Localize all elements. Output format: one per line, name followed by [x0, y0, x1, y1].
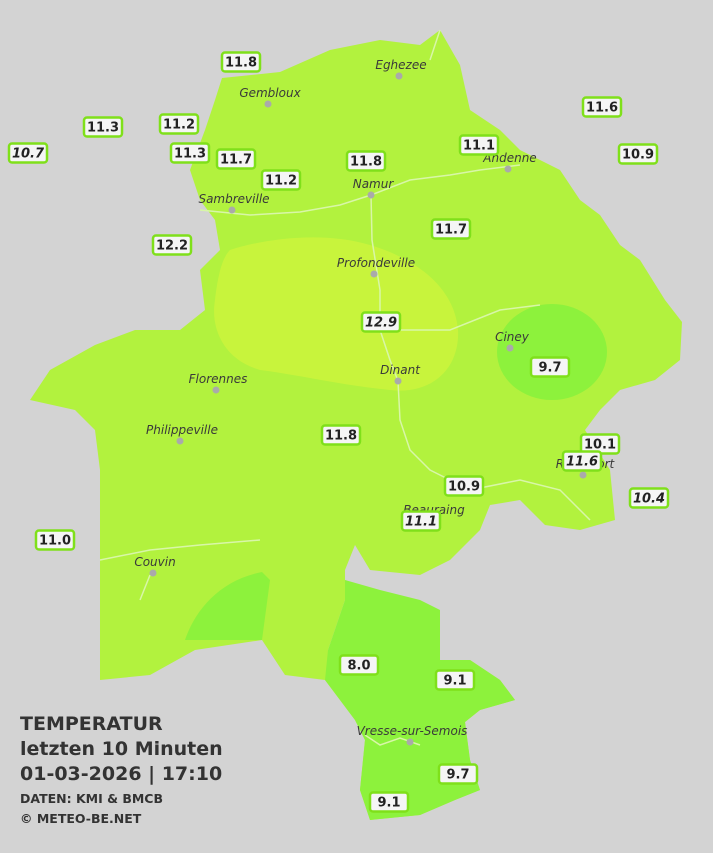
- city-label: Sambreville: [198, 192, 269, 206]
- city-dot: [149, 569, 157, 577]
- station-badge: [220, 51, 262, 73]
- station-badge: [82, 116, 124, 138]
- city-dot: [370, 270, 378, 278]
- station-value: 11.0: [39, 534, 71, 549]
- station-value: 11.2: [265, 174, 297, 189]
- city-label: Philippeville: [146, 423, 218, 437]
- station-badge: [151, 234, 193, 256]
- city-dot: [264, 100, 272, 108]
- station-value: 9.7: [446, 768, 469, 783]
- station-value: 10.9: [448, 480, 480, 495]
- city-label: Gembloux: [239, 86, 301, 100]
- station-badge: [458, 134, 500, 156]
- station-value: 10.7: [12, 147, 45, 162]
- station-badge: [628, 487, 670, 509]
- station-value: 9.1: [443, 674, 466, 689]
- station-value: 11.1: [405, 515, 437, 530]
- station-badge: [561, 450, 603, 472]
- warm-zone: [214, 237, 459, 391]
- station-badge: [400, 510, 442, 532]
- header-subtitle: letzten 10 Minuten: [20, 738, 223, 760]
- station-value: 12.2: [156, 239, 188, 254]
- station-badge: [169, 142, 211, 164]
- station-value: 12.9: [365, 316, 397, 331]
- station-badge: [7, 142, 49, 164]
- station-value: 8.0: [347, 659, 370, 674]
- city-dot: [212, 386, 220, 394]
- station-badge: [581, 96, 623, 118]
- station-value: 11.7: [220, 153, 252, 168]
- header-title: TEMPERATUR: [20, 713, 163, 735]
- city-dot: [506, 344, 514, 352]
- station-badge: [360, 311, 402, 333]
- station-badge: [368, 791, 410, 813]
- station-badge: [158, 113, 200, 135]
- station-value: 11.7: [435, 223, 467, 238]
- cool-zone: [325, 580, 515, 820]
- station-value: 11.6: [566, 455, 598, 470]
- station-value: 10.9: [622, 148, 654, 163]
- station-value: 11.3: [174, 147, 206, 162]
- header-datetime: 01-03-2026 | 17:10: [20, 763, 222, 785]
- station-value: 11.6: [586, 101, 618, 116]
- header-source: DATEN: KMI & BMCB: [20, 791, 163, 806]
- city-label: Vresse-sur-Semois: [357, 724, 468, 738]
- city-dot: [367, 191, 375, 199]
- station-badge: [437, 763, 479, 785]
- station-value: 10.4: [633, 492, 665, 507]
- header-copyright: © METEO-BE.NET: [20, 811, 142, 826]
- station-badge: [338, 654, 380, 676]
- station-value: 11.2: [163, 118, 195, 133]
- city-dot: [176, 437, 184, 445]
- station-value: 11.3: [87, 121, 119, 136]
- city-label: Florennes: [189, 372, 248, 386]
- station-badge: [260, 169, 302, 191]
- city-label: Profondeville: [337, 256, 415, 270]
- city-label: Couvin: [134, 555, 175, 569]
- station-badge: [430, 218, 472, 240]
- station-value: 9.1: [377, 796, 400, 811]
- station-value: 11.1: [463, 139, 495, 154]
- station-value: 11.8: [350, 155, 382, 170]
- city-dot: [395, 72, 403, 80]
- station-badge: [617, 143, 659, 165]
- station-value: 9.7: [538, 361, 561, 376]
- station-badge: [529, 356, 571, 378]
- station-value: 11.8: [325, 429, 357, 444]
- city-dot: [394, 377, 402, 385]
- station-value: 10.1: [584, 438, 616, 453]
- city-dot: [579, 471, 587, 479]
- station-badge: [434, 669, 476, 691]
- cool-zone: [185, 572, 270, 640]
- station-badge: [34, 529, 76, 551]
- cool-zone: [497, 304, 607, 400]
- city-dot: [504, 165, 512, 173]
- city-dot: [406, 738, 414, 746]
- station-badge: [443, 475, 485, 497]
- station-badge: [320, 424, 362, 446]
- city-label: Namur: [353, 177, 395, 191]
- city-label: Dinant: [380, 363, 421, 377]
- city-dot: [228, 206, 236, 214]
- station-badge: [215, 148, 257, 170]
- city-label: Ciney: [495, 330, 530, 344]
- city-label: Eghezee: [375, 58, 426, 72]
- station-badge: [345, 150, 387, 172]
- station-value: 11.8: [225, 56, 257, 71]
